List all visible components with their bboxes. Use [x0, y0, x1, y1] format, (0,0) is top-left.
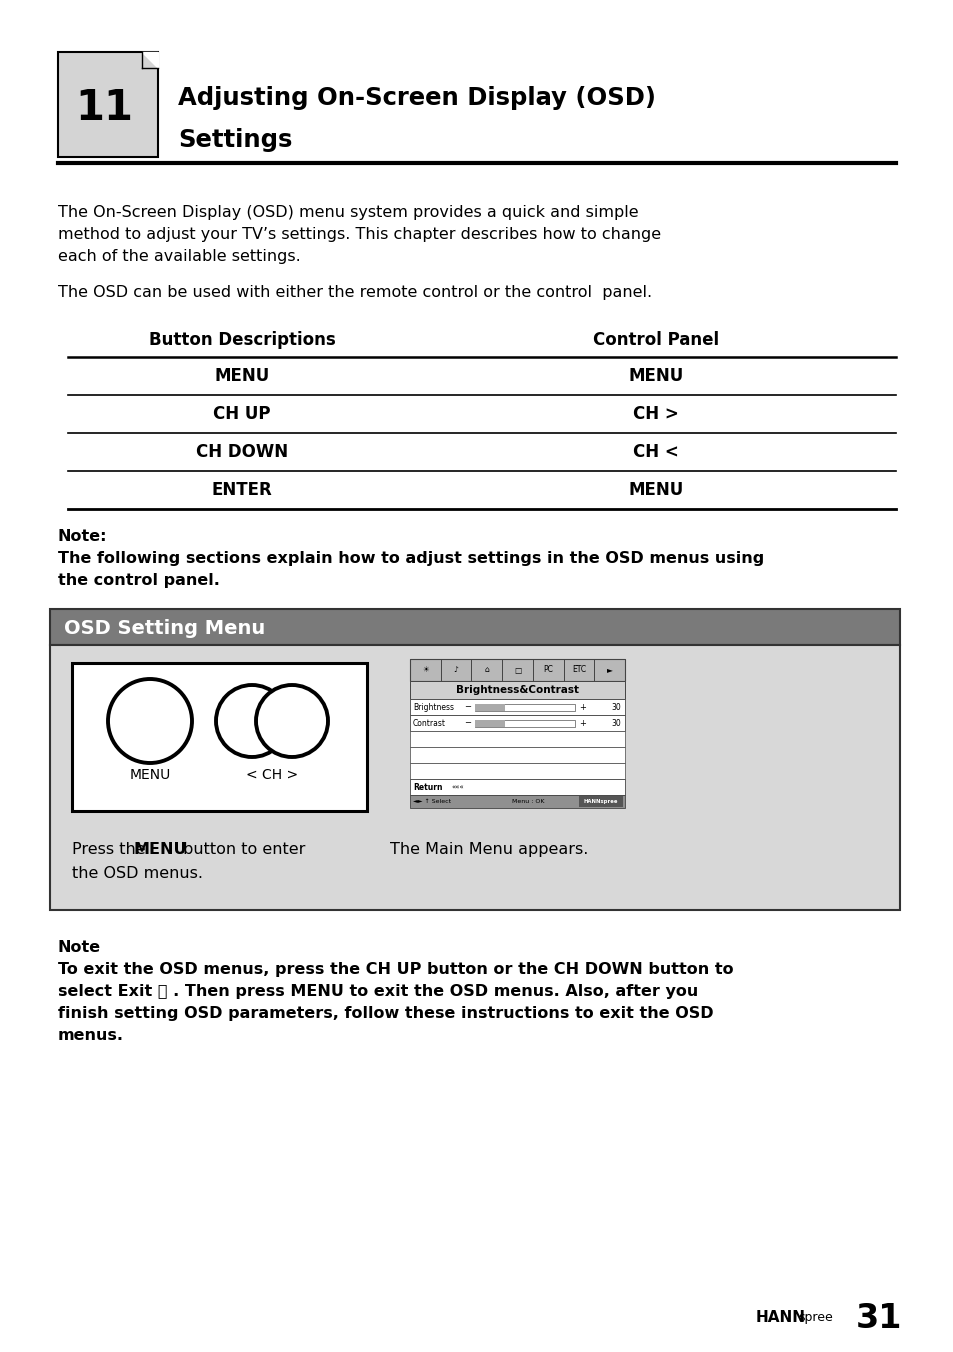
Bar: [410, 715, 624, 731]
Text: CH DOWN: CH DOWN: [195, 443, 288, 461]
Bar: [410, 763, 624, 779]
Text: ►: ►: [606, 665, 612, 675]
Text: ☀: ☀: [421, 665, 428, 675]
Text: Brightness: Brightness: [413, 703, 454, 711]
Text: +: +: [578, 703, 585, 711]
Bar: [50, 608, 899, 645]
Bar: [475, 703, 504, 711]
Text: HANN: HANN: [755, 1310, 805, 1325]
Circle shape: [108, 679, 192, 763]
Text: ETC: ETC: [571, 665, 585, 675]
Bar: [410, 748, 624, 763]
Text: < CH >: < CH >: [246, 768, 297, 781]
Text: Button Descriptions: Button Descriptions: [149, 331, 335, 349]
Text: ENTER: ENTER: [212, 481, 272, 499]
Text: button to enter: button to enter: [178, 842, 305, 857]
Text: Return: Return: [413, 783, 442, 791]
Text: The Main Menu appears.: The Main Menu appears.: [390, 842, 588, 857]
Text: MENU: MENU: [130, 768, 171, 781]
Text: 30: 30: [611, 718, 620, 727]
Circle shape: [255, 685, 328, 757]
Polygon shape: [142, 51, 158, 68]
Bar: [410, 658, 440, 681]
Text: ◄► ↑ Select: ◄► ↑ Select: [413, 799, 451, 804]
Bar: [410, 658, 624, 681]
Circle shape: [215, 685, 288, 757]
Text: □: □: [514, 665, 520, 675]
Text: 30: 30: [611, 703, 620, 711]
Text: −: −: [464, 703, 471, 711]
Text: spree: spree: [797, 1311, 832, 1325]
Text: Contrast: Contrast: [413, 718, 446, 727]
Bar: [475, 719, 575, 726]
Bar: [501, 658, 533, 681]
Bar: [475, 703, 575, 711]
Text: Note: Note: [58, 940, 101, 955]
Text: the control panel.: the control panel.: [58, 573, 219, 588]
Text: select Exit ⓧ . Then press MENU to exit the OSD menus. Also, after you: select Exit ⓧ . Then press MENU to exit …: [58, 984, 698, 999]
Text: +: +: [578, 718, 585, 727]
Text: ♪: ♪: [454, 665, 458, 675]
Text: ⌂: ⌂: [484, 665, 489, 675]
Text: 31: 31: [855, 1302, 902, 1334]
Text: The following sections explain how to adjust settings in the OSD menus using: The following sections explain how to ad…: [58, 552, 763, 566]
Text: Adjusting On-Screen Display (OSD): Adjusting On-Screen Display (OSD): [178, 87, 656, 110]
Text: menus.: menus.: [58, 1028, 124, 1042]
Bar: [440, 658, 471, 681]
Text: Press the: Press the: [71, 842, 151, 857]
Text: Brightness&Contrast: Brightness&Contrast: [456, 685, 578, 695]
Bar: [578, 796, 622, 807]
Bar: [533, 658, 563, 681]
Text: Control Panel: Control Panel: [592, 331, 719, 349]
Text: The OSD can be used with either the remote control or the control  panel.: The OSD can be used with either the remo…: [58, 285, 652, 300]
Text: CH <: CH <: [632, 443, 679, 461]
Text: CH UP: CH UP: [213, 406, 271, 423]
Bar: [475, 719, 504, 726]
Text: −: −: [464, 718, 471, 727]
Text: MENU: MENU: [628, 366, 682, 385]
Bar: [410, 731, 624, 748]
Text: 11: 11: [75, 88, 132, 130]
Text: the OSD menus.: the OSD menus.: [71, 867, 203, 882]
Bar: [71, 662, 367, 811]
Bar: [58, 51, 158, 157]
Text: method to adjust your TV’s settings. This chapter describes how to change: method to adjust your TV’s settings. Thi…: [58, 227, 660, 242]
Text: MENU: MENU: [133, 842, 188, 857]
Text: Menu : OK: Menu : OK: [512, 799, 544, 804]
Bar: [410, 681, 624, 699]
Text: Note:: Note:: [58, 529, 108, 544]
Text: HANNspree: HANNspree: [583, 799, 618, 804]
Text: CH >: CH >: [632, 406, 679, 423]
Text: MENU: MENU: [628, 481, 682, 499]
Text: each of the available settings.: each of the available settings.: [58, 249, 300, 264]
Text: Settings: Settings: [178, 128, 292, 151]
Bar: [50, 645, 899, 910]
Text: MENU: MENU: [214, 366, 270, 385]
Bar: [410, 779, 624, 795]
Text: finish setting OSD parameters, follow these instructions to exit the OSD: finish setting OSD parameters, follow th…: [58, 1006, 713, 1021]
Text: OSD Setting Menu: OSD Setting Menu: [64, 618, 265, 638]
Text: «««: «««: [452, 784, 464, 790]
Text: PC: PC: [542, 665, 553, 675]
Bar: [563, 658, 594, 681]
Text: The On-Screen Display (OSD) menu system provides a quick and simple: The On-Screen Display (OSD) menu system …: [58, 206, 638, 220]
Text: To exit the OSD menus, press the CH UP button or the CH DOWN button to: To exit the OSD menus, press the CH UP b…: [58, 963, 733, 977]
Bar: [594, 658, 624, 681]
Bar: [410, 699, 624, 715]
Bar: [410, 795, 624, 808]
Bar: [471, 658, 501, 681]
